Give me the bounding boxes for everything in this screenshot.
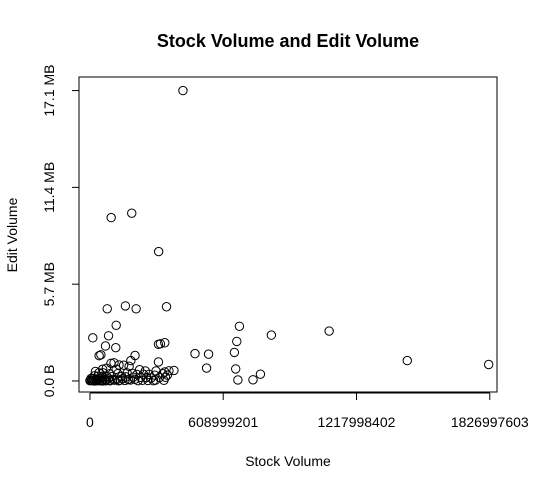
data-point (100, 341, 111, 351)
data-point (128, 372, 138, 382)
data-point (402, 355, 412, 366)
data-point (113, 376, 124, 386)
data-point (190, 348, 200, 359)
data-point (133, 375, 143, 386)
plot-frame (78, 76, 498, 393)
y-tick-label: 5.7 MB (41, 262, 57, 306)
data-point (111, 320, 121, 330)
data-point (102, 304, 112, 314)
data-point (120, 375, 130, 386)
data-point (100, 376, 111, 386)
x-tick-label: 1217998402 (318, 414, 396, 430)
y-tick-label: 0.0 B (41, 365, 57, 398)
y-tick-label: 11.4 MB (41, 162, 57, 213)
data-points (85, 85, 494, 386)
data-point (234, 321, 245, 331)
data-point (111, 364, 121, 374)
data-point (160, 338, 170, 348)
data-point (97, 376, 108, 386)
y-axis: 0.0 B 5.7 MB 11.4 MB 17.1 MB (41, 65, 80, 398)
x-axis: 0 608999201 1217998402 1826997603 (86, 392, 529, 430)
data-point (229, 347, 240, 358)
data-point (87, 376, 98, 386)
data-point (103, 331, 114, 341)
data-point (178, 85, 188, 96)
data-point (99, 374, 109, 384)
data-point (255, 369, 266, 379)
data-point (161, 302, 172, 312)
data-point (94, 350, 104, 361)
data-point (120, 301, 131, 311)
data-point (85, 375, 95, 386)
x-tick-label: 1826997603 (451, 414, 529, 430)
x-axis-label: Stock Volume (245, 453, 331, 469)
data-point (94, 376, 105, 386)
chart-title: Stock Volume and Edit Volume (157, 31, 419, 51)
data-point (153, 246, 164, 257)
data-point (169, 365, 179, 376)
data-point (143, 375, 153, 386)
data-point (159, 375, 169, 385)
data-point (137, 375, 148, 385)
x-tick-label: 608999201 (188, 414, 258, 430)
y-axis-label: Edit Volume (4, 197, 20, 272)
data-point (201, 363, 212, 373)
y-tick-label: 17.1 MB (41, 65, 57, 117)
data-point (230, 364, 241, 374)
data-point (266, 330, 277, 340)
data-point (155, 339, 166, 349)
data-point (118, 360, 129, 370)
data-point (125, 375, 136, 385)
data-point (233, 375, 243, 385)
data-point (126, 355, 136, 366)
data-point (153, 357, 164, 367)
data-point (138, 369, 149, 379)
data-point (111, 342, 121, 353)
data-point (109, 358, 119, 368)
data-point (106, 212, 116, 223)
data-point (483, 359, 494, 370)
data-point (88, 333, 98, 343)
data-point (131, 304, 141, 314)
data-point (96, 350, 106, 360)
data-point (324, 326, 334, 336)
x-tick-label: 0 (86, 414, 94, 430)
data-point (203, 349, 214, 359)
data-point (232, 336, 242, 347)
data-point (248, 375, 258, 385)
data-point (127, 208, 137, 218)
